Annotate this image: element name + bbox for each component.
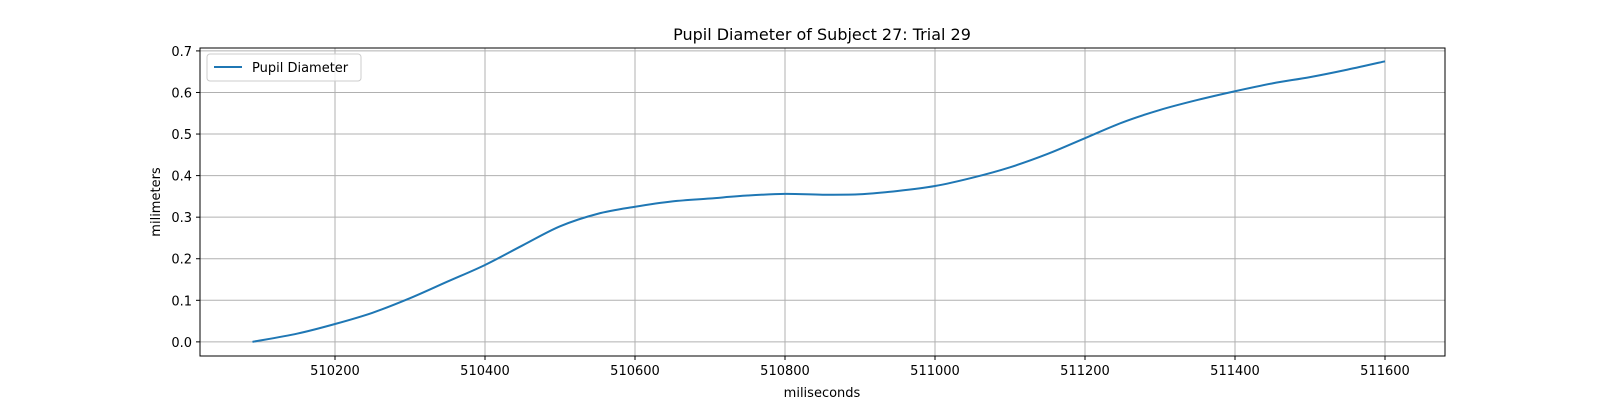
x-tick-label: 511000 <box>910 364 960 379</box>
x-tick-label: 510400 <box>460 364 510 379</box>
y-tick-label: 0.1 <box>171 294 192 309</box>
grid-lines <box>200 48 1445 356</box>
y-axis-label: milimeters <box>149 167 164 237</box>
x-tick-label: 511400 <box>1210 364 1260 379</box>
y-tick-label: 0.2 <box>171 253 192 268</box>
x-axis-label: miliseconds <box>784 386 861 400</box>
x-tick-label: 511600 <box>1360 364 1410 379</box>
x-tick-label: 510800 <box>760 364 810 379</box>
legend-box <box>206 53 362 82</box>
series-layer <box>252 60 1386 343</box>
x-axis-ticks: 510200 510400 510600 510800 511000 511200 5114… <box>310 356 1410 379</box>
x-tick-label: 510200 <box>310 364 360 379</box>
y-tick-label: 0.6 <box>171 86 192 101</box>
y-tick-label: 0.3 <box>171 211 192 226</box>
x-tick-label: 511200 <box>1060 364 1110 379</box>
series-line-pupil-diameter <box>252 60 1386 343</box>
y-tick-label: 0.7 <box>171 45 192 60</box>
chart-title: Pupil Diameter of Subject 27: Trial 29 <box>673 25 971 44</box>
y-tick-label: 0.4 <box>171 170 192 185</box>
y-axis-ticks: 0.0 0.1 0.2 0.3 0.4 0.5 0.6 0.7 <box>171 45 200 351</box>
x-tick-label: 510600 <box>610 364 660 379</box>
plot-area-frame <box>199 47 1446 357</box>
y-tick-label: 0.0 <box>171 336 192 351</box>
legend-label-pupil-diameter: Pupil Diameter <box>252 61 349 76</box>
legend: Pupil Diameter <box>206 53 362 82</box>
y-tick-label: 0.5 <box>171 128 192 143</box>
